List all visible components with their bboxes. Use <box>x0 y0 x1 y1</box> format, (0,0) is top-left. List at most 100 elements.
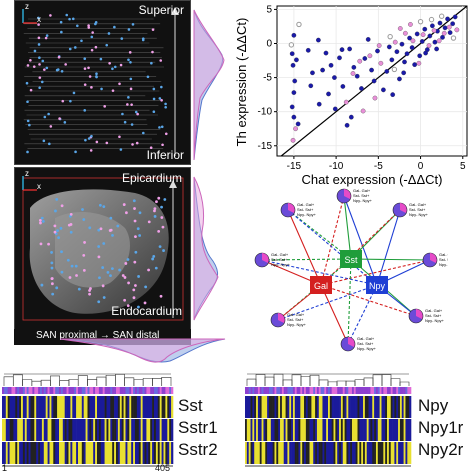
heatmap-cell <box>300 419 303 441</box>
heatmap-cell <box>97 396 100 418</box>
heatmap-cell <box>152 419 155 441</box>
data-point <box>417 18 424 25</box>
heatmap-cell <box>150 396 153 418</box>
cell-dot <box>128 51 132 54</box>
data-point <box>326 91 331 97</box>
sample-bar-cell <box>387 387 390 394</box>
heatmap-cell <box>30 396 33 418</box>
cell-dot <box>111 89 115 92</box>
heatmap-cell <box>129 419 132 441</box>
cell-dot <box>137 305 140 309</box>
heatmap-cell <box>359 442 362 464</box>
data-point <box>359 86 364 91</box>
heatmap-cell <box>106 396 109 418</box>
heatmap-cell <box>148 419 151 441</box>
heatmap-cell <box>370 419 373 441</box>
sample-bar-cell <box>254 387 257 394</box>
heatmap-cell <box>116 419 119 441</box>
dendrogram-branch <box>161 377 172 386</box>
cell-dot <box>160 125 164 129</box>
heatmap-cell <box>383 442 386 464</box>
heatmap-cell <box>245 419 248 441</box>
heatmap-cell <box>28 442 31 464</box>
heatmap-cell <box>57 419 60 441</box>
heatmap-cell <box>313 442 316 464</box>
heatmap-cell <box>102 442 105 464</box>
heatmap-cell <box>331 419 334 441</box>
cell-dot <box>97 245 101 248</box>
sample-bar-cell <box>342 387 345 394</box>
heatmap-cell <box>112 396 115 418</box>
svg-text:Gal- Gal+: Gal- Gal+ <box>439 252 448 257</box>
cell-dot <box>151 50 154 54</box>
heatmap-cell <box>316 442 320 464</box>
cell-dot <box>129 77 133 81</box>
data-point <box>432 39 438 45</box>
cell-dot <box>118 135 121 139</box>
data-point <box>450 35 457 41</box>
sample-bar-cell <box>296 387 299 394</box>
sample-bar-cell <box>396 387 399 394</box>
heatmap-cell <box>374 419 377 441</box>
data-point <box>365 37 371 42</box>
heatmap-cell <box>385 396 388 418</box>
heatmap-cell <box>40 419 43 441</box>
cell-dot <box>111 234 114 237</box>
heatmap-cell <box>398 442 401 464</box>
cell-dot <box>69 212 73 216</box>
heatmap-cell <box>161 442 164 464</box>
heatmap-cell <box>38 419 41 441</box>
data-point <box>392 39 398 45</box>
cell-dot <box>83 67 87 70</box>
heatmap-cell <box>300 442 303 464</box>
data-point <box>445 16 450 22</box>
cell-dot <box>134 250 138 254</box>
cell-dot <box>55 198 59 201</box>
heatmap-cell <box>392 396 395 418</box>
heatmap-cell <box>335 419 338 441</box>
heatmap-cell <box>313 419 316 441</box>
sample-bar-cell <box>171 387 174 394</box>
heatmap-cell <box>22 442 26 464</box>
cell-dot <box>50 266 54 270</box>
heatmap-cell <box>76 396 79 418</box>
heatmap-cell <box>142 419 145 441</box>
svg-text:Sst- Sst+: Sst- Sst+ <box>409 207 426 212</box>
sample-bar-cell <box>348 387 351 394</box>
sample-bar-cell <box>34 387 37 394</box>
heatmap-cell <box>285 396 288 418</box>
cell-dot <box>105 43 109 47</box>
heatmap-cell <box>72 419 75 441</box>
heatmap-cell <box>127 442 130 464</box>
network-edge <box>277 284 378 321</box>
heatmap-cell <box>169 419 172 441</box>
heatmap-cell <box>353 442 356 464</box>
sample-bar-cell <box>121 387 124 394</box>
dendrogram-branch <box>264 376 275 386</box>
cell-dot <box>88 75 92 78</box>
heatmap-cell <box>309 396 312 418</box>
sample-bar-cell <box>381 387 384 394</box>
cell-dot <box>33 49 37 53</box>
data-point <box>376 43 382 48</box>
heatmap-cell <box>270 419 273 441</box>
cell-dot <box>150 61 153 65</box>
heatmap-cell <box>55 419 58 441</box>
heatmap-cell <box>377 396 380 418</box>
heatmap-cell <box>350 419 353 441</box>
heatmap-cell <box>344 396 347 418</box>
heatmap-cell <box>344 419 347 441</box>
sample-bar-cell <box>351 387 355 394</box>
cell-dot <box>94 45 98 49</box>
cell-dot <box>41 219 45 223</box>
sample-bar-cell <box>64 387 67 394</box>
data-point <box>328 62 334 68</box>
heatmap-cell <box>11 396 14 418</box>
cell-dot <box>113 25 116 29</box>
sample-bar-cell <box>144 387 147 394</box>
heatmap-cell <box>316 396 320 418</box>
cell-dot <box>95 140 99 144</box>
cell-dot <box>69 230 73 234</box>
heatmap-cell <box>3 396 7 418</box>
cell-dot <box>103 105 106 108</box>
